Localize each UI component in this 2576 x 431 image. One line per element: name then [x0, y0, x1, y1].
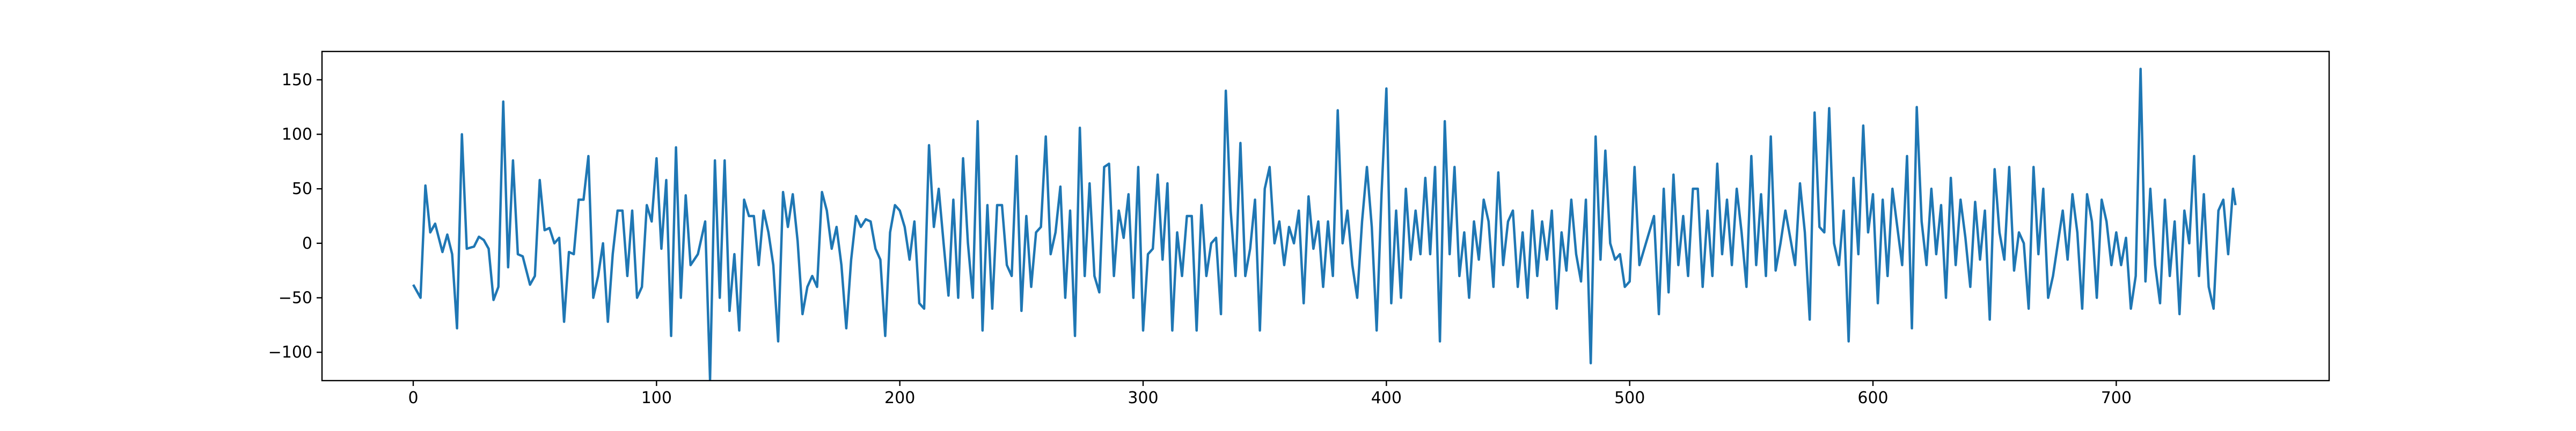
x-tick-label: 100	[641, 389, 672, 407]
y-tick-label: 100	[282, 125, 312, 144]
y-tick-label: 150	[282, 71, 312, 90]
series-line	[412, 68, 2237, 381]
x-tick-label: 400	[1371, 389, 1402, 407]
axes-frame	[321, 50, 2330, 382]
plot-area: 0 100 200 300 400 500 600 700 −100 −50 0 50 100 150	[268, 50, 2330, 407]
x-tick-label: 0	[408, 389, 418, 407]
x-tick-label: 600	[1857, 389, 1888, 407]
y-tick-label: 50	[292, 180, 312, 198]
y-tick-label: 0	[302, 234, 312, 253]
x-tick-label: 500	[1614, 389, 1645, 407]
y-tick-label: −100	[268, 343, 312, 362]
x-tick-label: 700	[2101, 389, 2132, 407]
y-tick-label: −50	[279, 288, 312, 307]
x-tick-label: 300	[1128, 389, 1158, 407]
x-tick-label: 200	[884, 389, 915, 407]
